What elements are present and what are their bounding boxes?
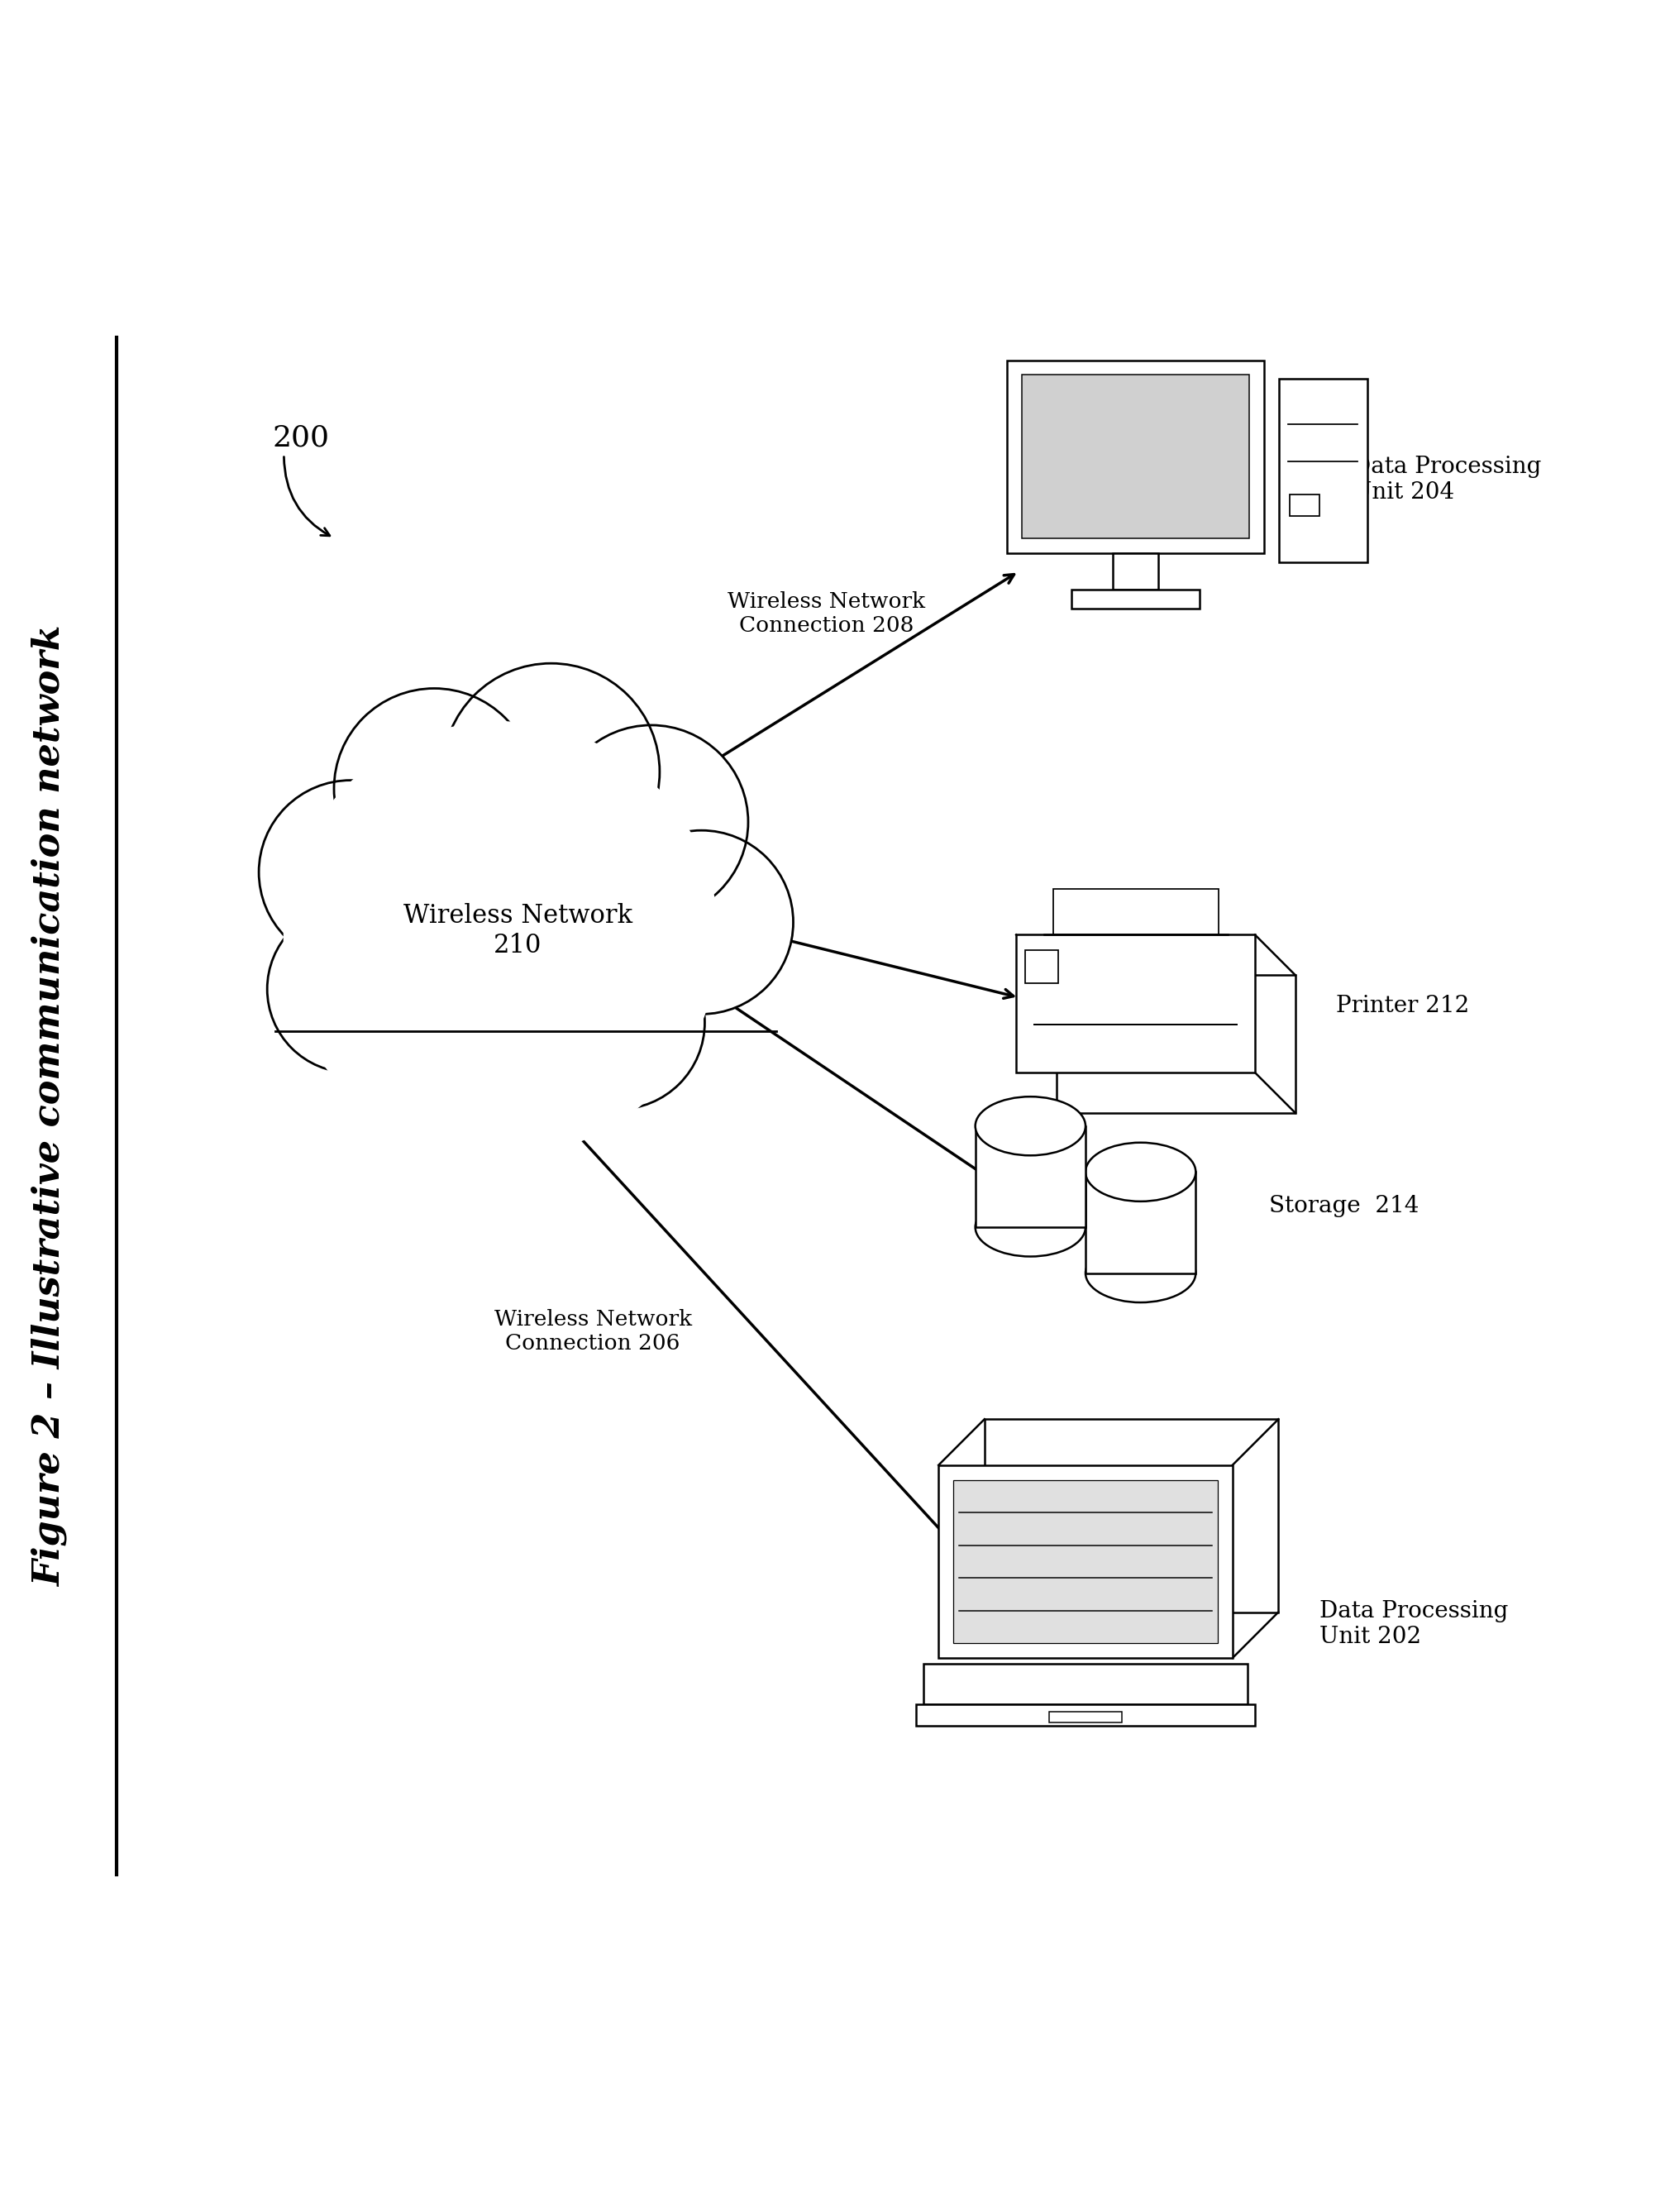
FancyBboxPatch shape <box>1022 374 1249 538</box>
Text: Wireless Network
Connection 208: Wireless Network Connection 208 <box>728 591 925 635</box>
Ellipse shape <box>975 1097 1086 1155</box>
FancyBboxPatch shape <box>1072 591 1201 608</box>
Text: Wireless Network
210: Wireless Network 210 <box>402 902 633 958</box>
Text: Wireless Network
Connection 206: Wireless Network Connection 206 <box>494 1310 691 1354</box>
FancyBboxPatch shape <box>1049 1712 1122 1723</box>
FancyBboxPatch shape <box>924 1663 1247 1703</box>
Circle shape <box>259 781 443 964</box>
FancyBboxPatch shape <box>954 1480 1217 1644</box>
Circle shape <box>334 688 534 889</box>
Text: 200: 200 <box>272 425 329 451</box>
FancyBboxPatch shape <box>1112 553 1159 591</box>
FancyBboxPatch shape <box>975 1126 1086 1228</box>
FancyBboxPatch shape <box>915 1703 1256 1725</box>
Text: Storage  214: Storage 214 <box>1269 1194 1420 1217</box>
FancyBboxPatch shape <box>1007 361 1264 553</box>
Ellipse shape <box>1086 1144 1196 1201</box>
Text: Figure 2 – Illustrative communication network: Figure 2 – Illustrative communication ne… <box>32 626 68 1586</box>
Circle shape <box>259 697 743 1181</box>
Circle shape <box>554 726 748 918</box>
Circle shape <box>284 721 718 1157</box>
Ellipse shape <box>975 1197 1086 1256</box>
FancyBboxPatch shape <box>1289 493 1319 515</box>
Circle shape <box>610 830 793 1013</box>
Text: Data Processing
Unit 204: Data Processing Unit 204 <box>1353 456 1541 504</box>
FancyBboxPatch shape <box>1086 1172 1196 1274</box>
FancyBboxPatch shape <box>1015 936 1256 1073</box>
Circle shape <box>443 664 660 880</box>
FancyBboxPatch shape <box>1279 378 1368 562</box>
FancyBboxPatch shape <box>1057 975 1296 1113</box>
Text: Data Processing
Unit 202: Data Processing Unit 202 <box>1319 1599 1508 1648</box>
Circle shape <box>267 905 434 1073</box>
Circle shape <box>387 942 581 1137</box>
Circle shape <box>531 936 705 1110</box>
Text: Printer 212: Printer 212 <box>1336 995 1470 1018</box>
FancyBboxPatch shape <box>1025 949 1059 982</box>
FancyBboxPatch shape <box>1054 889 1219 936</box>
Ellipse shape <box>1086 1243 1196 1303</box>
FancyBboxPatch shape <box>985 1420 1279 1613</box>
FancyBboxPatch shape <box>939 1464 1232 1659</box>
